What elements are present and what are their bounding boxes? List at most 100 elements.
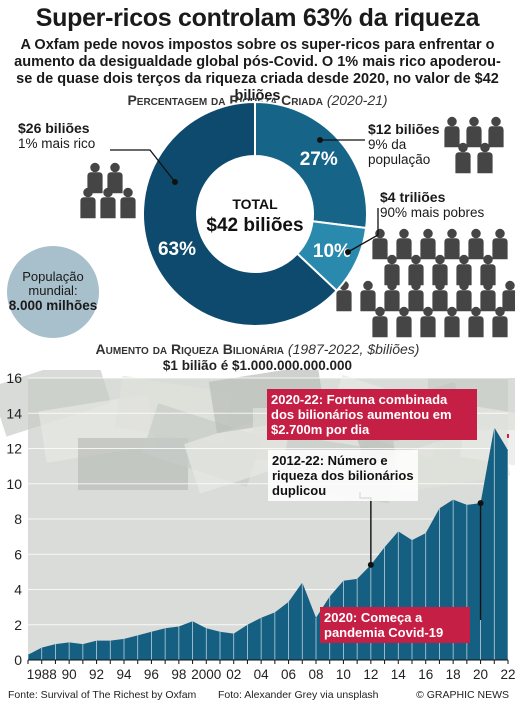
pie-slice-63pct	[142, 100, 339, 327]
x-tick-label: 22	[500, 667, 515, 682]
x-tick-label: 20	[473, 667, 488, 682]
y-tick-label: 8	[14, 511, 22, 527]
person-icon	[432, 254, 448, 286]
pie-value-label: 10%	[313, 241, 351, 262]
person-icon	[444, 306, 460, 338]
person-icon	[87, 162, 103, 194]
banknote-shape	[0, 370, 112, 437]
annotation-2020-22: 2020-22: Fortuna combinada dos bilionári…	[267, 389, 477, 440]
people-icons	[80, 116, 515, 338]
person-icon	[480, 254, 496, 286]
x-tick-label: 2000	[191, 667, 221, 682]
person-icon	[455, 142, 471, 174]
y-tick-label: 10	[6, 476, 22, 492]
pie-value-label: 63%	[158, 239, 196, 260]
y-tick-label: 16	[6, 370, 22, 386]
pie-heading-period: (2020-21)	[326, 92, 388, 108]
callout-middle: $12 biliões 9% da população	[368, 121, 448, 168]
person-icon	[477, 142, 493, 174]
person-icon	[444, 116, 460, 148]
x-tick-label: 12	[363, 667, 378, 682]
person-icon	[372, 306, 388, 338]
x-tick-label: 14	[391, 667, 407, 682]
person-icon	[420, 228, 436, 260]
callout-richest-label: 1% mais rico	[18, 136, 96, 151]
population-value: 8.000 milhões	[8, 298, 98, 313]
population-circle: População mundial: 8.000 milhões	[7, 246, 99, 338]
person-icon	[107, 162, 123, 194]
y-tick-label: 14	[6, 405, 22, 421]
x-tick-label: 98	[171, 667, 186, 682]
population-label: População mundial:	[22, 269, 84, 298]
annotation-2020: 2020: Começa a pandemia Covid-19	[320, 607, 470, 643]
callout-poorest-amount: $4 triliões	[380, 189, 446, 205]
person-icon	[408, 254, 424, 286]
pie-total-value: $42 biliões	[206, 215, 303, 236]
person-icon	[120, 187, 136, 219]
person-icon	[468, 306, 484, 338]
person-icon	[384, 280, 400, 312]
pie-value-label: 27%	[300, 149, 338, 170]
area-heading-text: Aumento da Riqueza Bilionária	[95, 341, 285, 357]
annotation-dot	[477, 500, 484, 507]
annotation-2012-22: 2012-22: Número e riqueza dos bilionário…	[268, 450, 418, 501]
x-tick-label: 04	[254, 667, 270, 682]
person-icon	[456, 280, 472, 312]
page-title: Super-ricos controlam 63% da riqueza	[35, 4, 480, 32]
callout-richest-amount: $26 biliões	[18, 120, 90, 136]
callout-leader-dot	[317, 137, 323, 143]
person-icon	[480, 280, 496, 312]
person-icon	[456, 254, 472, 286]
x-tick-label: 90	[62, 667, 77, 682]
pie-slice-27pct	[254, 100, 368, 230]
x-tick-label: 10	[336, 667, 351, 682]
x-tick-label: 08	[308, 667, 323, 682]
x-tick-label: 96	[144, 667, 159, 682]
y-tick-label: 4	[14, 582, 22, 598]
x-tick-label: 92	[89, 667, 104, 682]
x-tick-label: 18	[446, 667, 461, 682]
area-series	[28, 427, 508, 660]
pie-total-label: TOTAL	[232, 196, 278, 212]
person-icon	[100, 187, 116, 219]
callout-leader-line	[347, 208, 379, 253]
person-icon	[444, 228, 460, 260]
callout-leader-line	[110, 149, 176, 183]
x-tick-label: 94	[116, 667, 132, 682]
area-heading: Aumento da Riqueza Bilionária (1987-2022…	[0, 341, 515, 357]
person-icon	[408, 280, 424, 312]
person-icon	[396, 306, 412, 338]
callout-poorest: $4 triliões 90% mais pobres	[380, 189, 484, 221]
callout-richest: $26 biliões 1% mais rico	[18, 120, 96, 152]
person-icon	[360, 280, 376, 312]
person-icon	[492, 306, 508, 338]
callout-leader-dot	[172, 179, 178, 185]
person-icon	[396, 228, 412, 260]
callout-leader-dot	[345, 249, 351, 255]
person-icon	[466, 116, 482, 148]
footer-source: Fonte: Survival of The Richest by Oxfam	[8, 689, 197, 701]
footer-photo: Foto: Alexander Grey via unsplash	[218, 689, 379, 701]
x-tick-label: 02	[226, 667, 241, 682]
person-icon	[502, 280, 515, 312]
x-tick-label: 16	[418, 667, 433, 682]
person-icon	[468, 228, 484, 260]
x-tick-label: 06	[281, 667, 296, 682]
y-tick-label: 0	[14, 652, 22, 668]
y-tick-label: 2	[14, 617, 22, 633]
area-heading-period: (1987-2022, $biliões)	[287, 341, 420, 357]
footer-credit: © GRAPHIC NEWS	[416, 689, 509, 701]
person-icon	[384, 254, 400, 286]
x-tick-label: 1988	[27, 667, 57, 682]
footer: Fonte: Survival of The Richest by Oxfam …	[0, 689, 515, 706]
y-tick-label: 6	[14, 546, 22, 562]
person-icon	[420, 306, 436, 338]
person-icon	[488, 116, 504, 148]
person-icon	[492, 228, 508, 260]
page-subtitle: A Oxfam pede novos impostos sobre os sup…	[14, 37, 501, 104]
callout-middle-amount: $12 biliões	[368, 121, 440, 137]
callout-middle-label: 9% da população	[368, 137, 431, 167]
donut-chart: 27% 10% 63% TOTAL $42 biliões	[110, 100, 379, 327]
person-icon	[432, 280, 448, 312]
y-tick-label: 12	[6, 441, 22, 457]
